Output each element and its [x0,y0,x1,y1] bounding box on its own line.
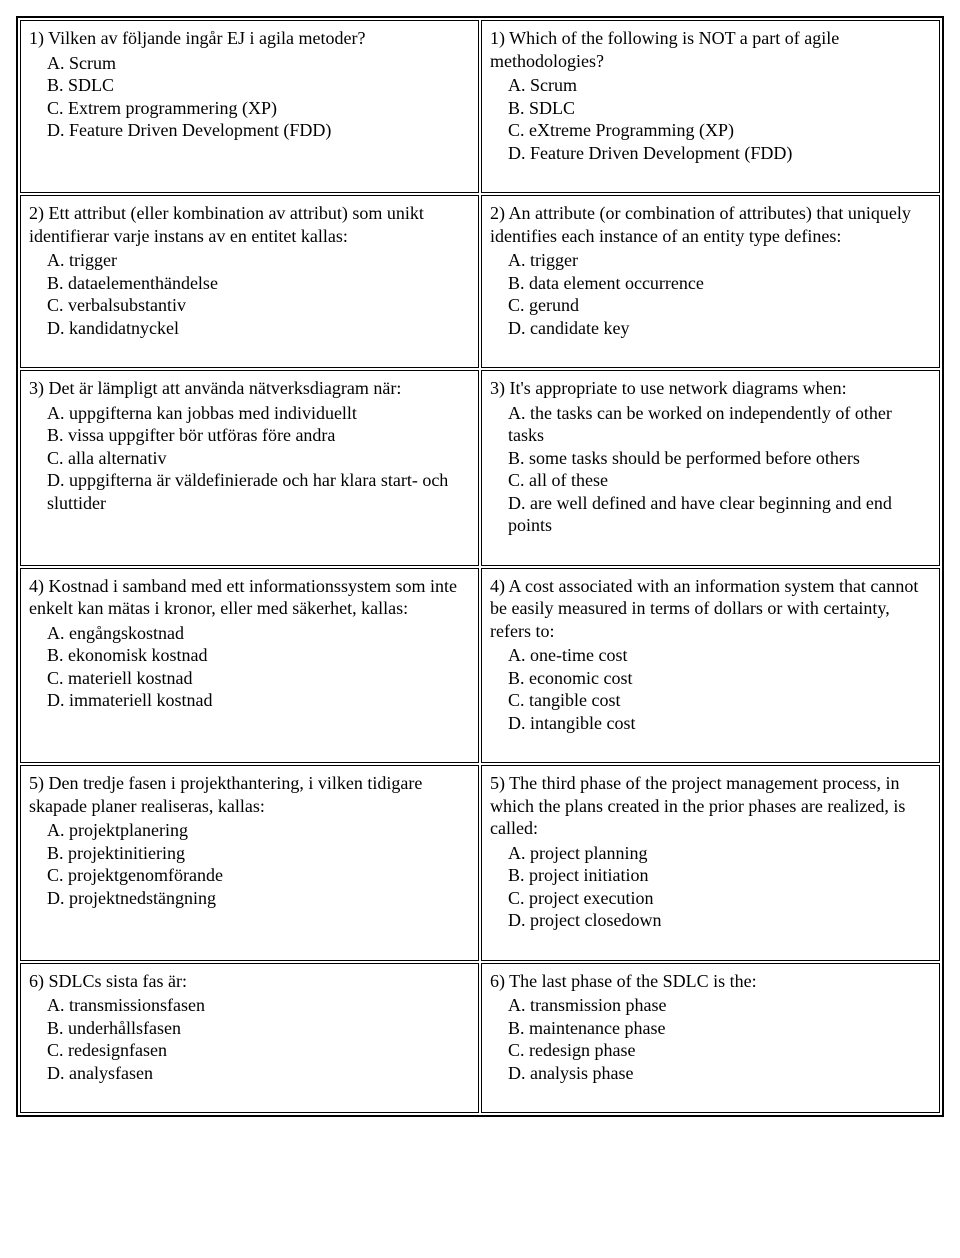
option-item: C. verbalsubstantiv [47,294,470,317]
quiz-row: 4) Kostnad i samband med ett information… [20,568,940,764]
quiz-table: 1) Vilken av följande ingår EJ i agila m… [16,16,944,1117]
quiz-row: 6) SDLCs sista fas är:A. transmissionsfa… [20,963,940,1114]
question-text: 6) The last phase of the SDLC is the: [490,970,931,993]
question-text: 5) The third phase of the project manage… [490,772,931,840]
options-list: A. the tasks can be worked on independen… [490,402,931,537]
quiz-table-body: 1) Vilken av följande ingår EJ i agila m… [20,20,940,1113]
quiz-row: 1) Vilken av följande ingår EJ i agila m… [20,20,940,193]
question-text: 1) Which of the following is NOT a part … [490,27,931,72]
options-list: A. ScrumB. SDLCC. Extrem programmering (… [29,52,470,142]
options-list: A. triggerB. data element occurrenceC. g… [490,249,931,339]
option-item: A. one-time cost [508,644,931,667]
options-list: A. one-time costB. economic costC. tangi… [490,644,931,734]
question-text: 4) A cost associated with an information… [490,575,931,643]
option-item: B. some tasks should be performed before… [508,447,931,470]
options-list: A. transmission phaseB. maintenance phas… [490,994,931,1084]
question-text: 1) Vilken av följande ingår EJ i agila m… [29,27,470,50]
option-item: D. Feature Driven Development (FDD) [508,142,931,165]
options-list: A. project planningB. project initiation… [490,842,931,932]
quiz-cell-right: 5) The third phase of the project manage… [481,765,940,961]
option-item: A. project planning [508,842,931,865]
quiz-cell-left: 5) Den tredje fasen i projekthantering, … [20,765,479,961]
option-item: C. gerund [508,294,931,317]
option-item: C. project execution [508,887,931,910]
option-item: B. ekonomisk kostnad [47,644,470,667]
option-item: D. intangible cost [508,712,931,735]
option-item: D. projektnedstängning [47,887,470,910]
question-text: 5) Den tredje fasen i projekthantering, … [29,772,470,817]
options-list: A. transmissionsfasenB. underhållsfasenC… [29,994,470,1084]
option-item: A. engångskostnad [47,622,470,645]
option-item: B. data element occurrence [508,272,931,295]
option-item: A. trigger [47,249,470,272]
option-item: B. vissa uppgifter bör utföras före andr… [47,424,470,447]
options-list: A. projektplaneringB. projektinitieringC… [29,819,470,909]
option-item: B. SDLC [508,97,931,120]
option-item: C. materiell kostnad [47,667,470,690]
option-item: A. Scrum [508,74,931,97]
option-item: D. project closedown [508,909,931,932]
option-item: C. eXtreme Programming (XP) [508,119,931,142]
quiz-cell-right: 6) The last phase of the SDLC is the:A. … [481,963,940,1114]
option-item: C. redesign phase [508,1039,931,1062]
option-item: C. all of these [508,469,931,492]
options-list: A. uppgifterna kan jobbas med individuel… [29,402,470,515]
option-item: A. transmission phase [508,994,931,1017]
option-item: B. project initiation [508,864,931,887]
option-item: A. the tasks can be worked on independen… [508,402,931,447]
quiz-cell-right: 4) A cost associated with an information… [481,568,940,764]
quiz-row: 2) Ett attribut (eller kombination av at… [20,195,940,368]
question-text: 2) Ett attribut (eller kombination av at… [29,202,470,247]
quiz-cell-right: 2) An attribute (or combination of attri… [481,195,940,368]
option-item: C. projektgenomförande [47,864,470,887]
quiz-cell-left: 2) Ett attribut (eller kombination av at… [20,195,479,368]
option-item: B. SDLC [47,74,470,97]
question-text: 3) Det är lämpligt att använda nätverksd… [29,377,470,400]
option-item: C. tangible cost [508,689,931,712]
quiz-cell-left: 1) Vilken av följande ingår EJ i agila m… [20,20,479,193]
option-item: A. projektplanering [47,819,470,842]
option-item: D. are well defined and have clear begin… [508,492,931,537]
quiz-cell-right: 1) Which of the following is NOT a part … [481,20,940,193]
question-text: 4) Kostnad i samband med ett information… [29,575,470,620]
options-list: A. ScrumB. SDLCC. eXtreme Programming (X… [490,74,931,164]
option-item: B. dataelementhändelse [47,272,470,295]
option-item: C. redesignfasen [47,1039,470,1062]
question-text: 6) SDLCs sista fas är: [29,970,470,993]
option-item: B. projektinitiering [47,842,470,865]
option-item: C. Extrem programmering (XP) [47,97,470,120]
option-item: D. candidate key [508,317,931,340]
question-text: 2) An attribute (or combination of attri… [490,202,931,247]
option-item: A. Scrum [47,52,470,75]
option-item: B. economic cost [508,667,931,690]
options-list: A. triggerB. dataelementhändelseC. verba… [29,249,470,339]
option-item: D. analysfasen [47,1062,470,1085]
quiz-cell-left: 4) Kostnad i samband med ett information… [20,568,479,764]
quiz-row: 3) Det är lämpligt att använda nätverksd… [20,370,940,566]
option-item: A. trigger [508,249,931,272]
option-item: D. uppgifterna är väldefinierade och har… [47,469,470,514]
quiz-cell-right: 3) It's appropriate to use network diagr… [481,370,940,566]
question-text: 3) It's appropriate to use network diagr… [490,377,931,400]
option-item: D. analysis phase [508,1062,931,1085]
option-item: A. transmissionsfasen [47,994,470,1017]
quiz-cell-left: 3) Det är lämpligt att använda nätverksd… [20,370,479,566]
option-item: B. underhållsfasen [47,1017,470,1040]
option-item: D. Feature Driven Development (FDD) [47,119,470,142]
option-item: C. alla alternativ [47,447,470,470]
option-item: A. uppgifterna kan jobbas med individuel… [47,402,470,425]
option-item: D. kandidatnyckel [47,317,470,340]
quiz-row: 5) Den tredje fasen i projekthantering, … [20,765,940,961]
quiz-cell-left: 6) SDLCs sista fas är:A. transmissionsfa… [20,963,479,1114]
option-item: B. maintenance phase [508,1017,931,1040]
option-item: D. immateriell kostnad [47,689,470,712]
options-list: A. engångskostnadB. ekonomisk kostnadC. … [29,622,470,712]
